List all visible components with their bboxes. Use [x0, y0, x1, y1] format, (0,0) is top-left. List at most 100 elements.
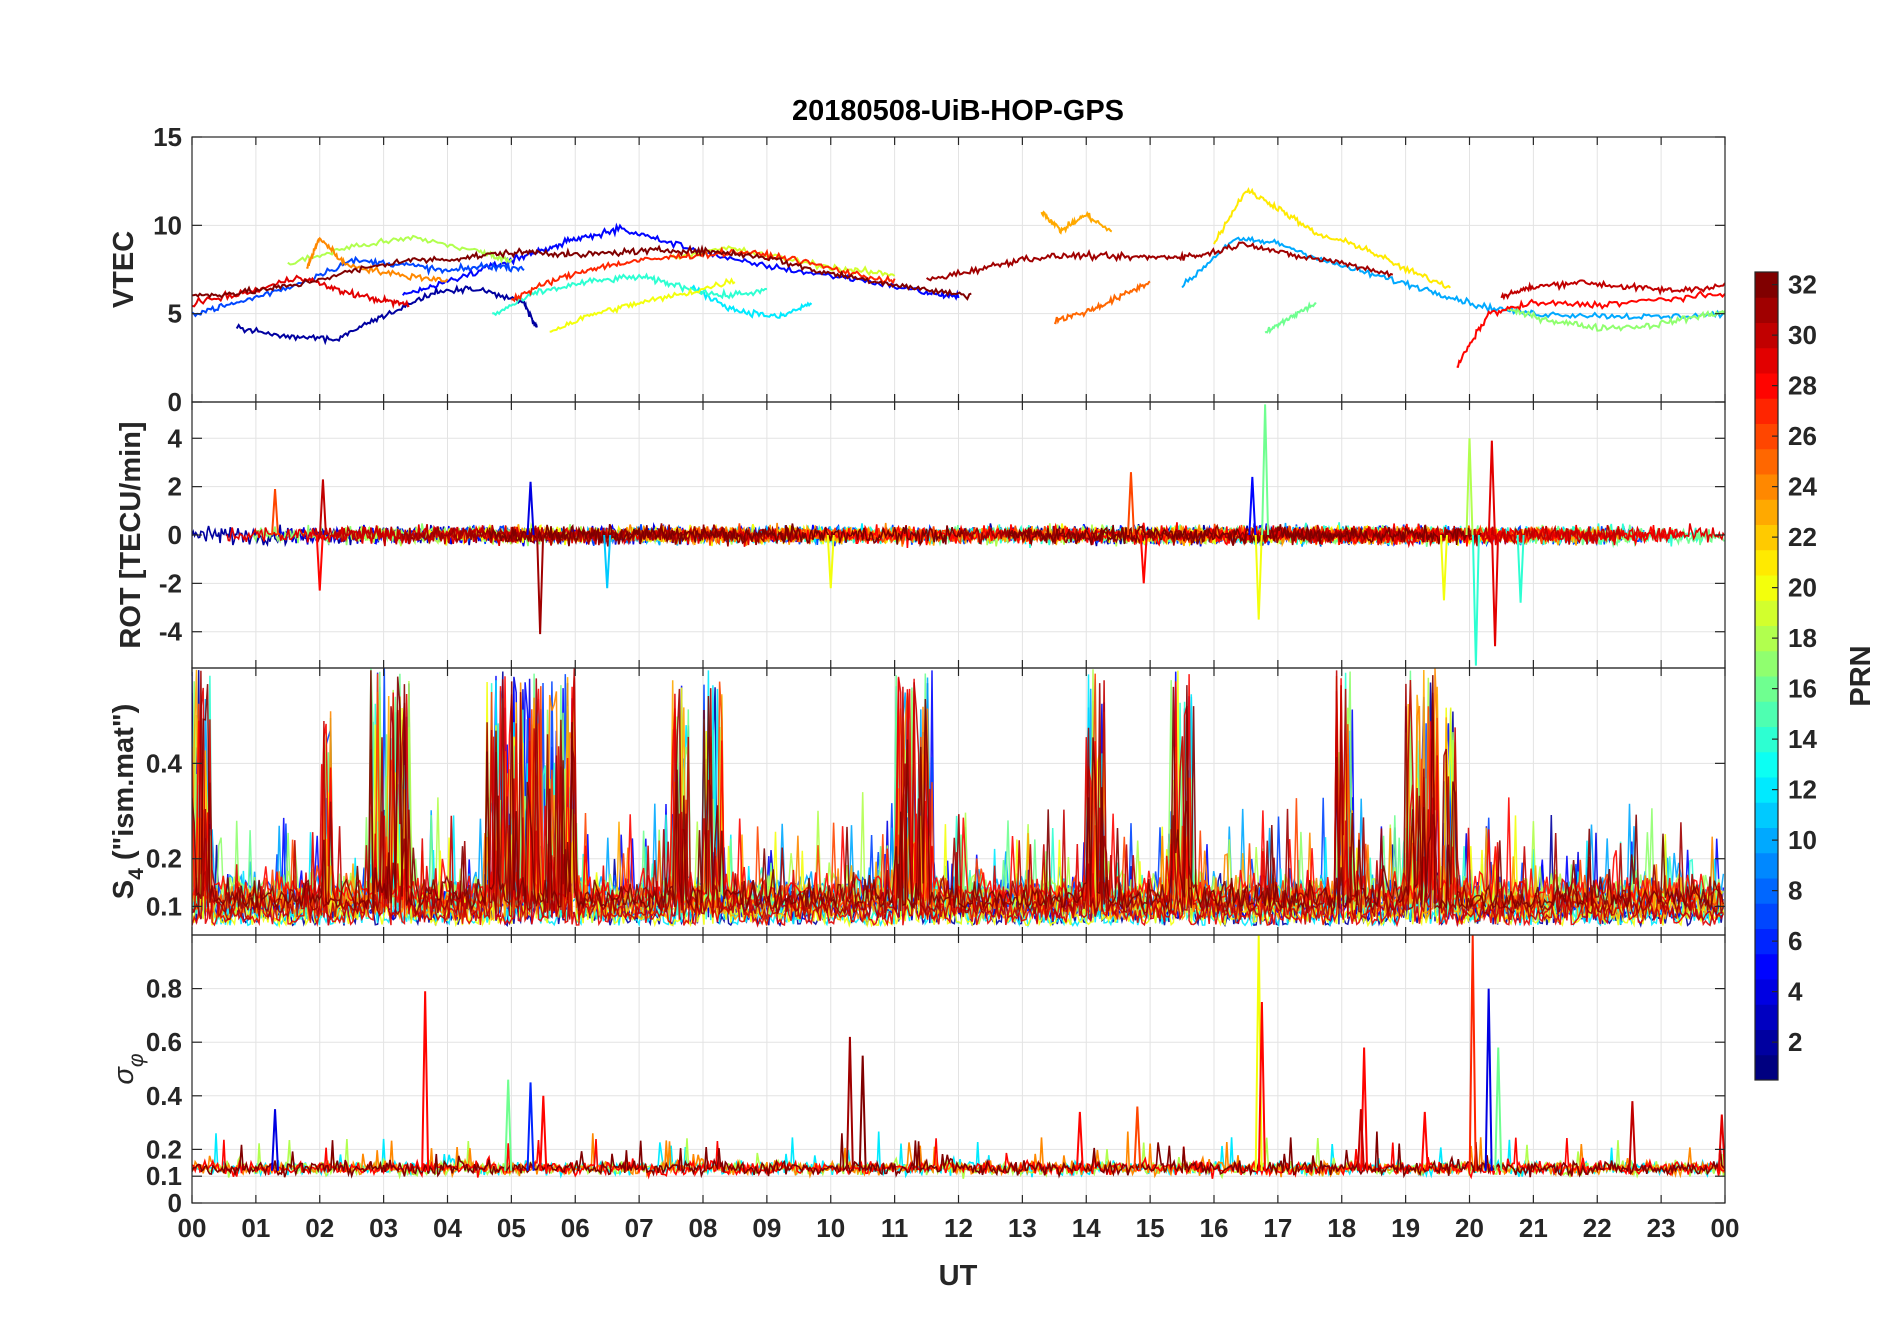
rot-spike [318, 479, 327, 536]
sigma_phi-y-tick-label: 0.2 [146, 1134, 182, 1164]
sigma-spike [1468, 935, 1477, 1171]
vtec-line-prn-20 [549, 277, 736, 333]
sigma-spike [1484, 988, 1493, 1171]
x-tick-label: 19 [1391, 1213, 1420, 1243]
rot-spike [1471, 534, 1480, 666]
colorbar-frame [1754, 271, 1779, 1081]
sigma_phi-y-tick-label: 0.1 [146, 1161, 182, 1191]
x-tick-label: 17 [1263, 1213, 1292, 1243]
x-tick-label: 11 [881, 1213, 909, 1243]
x-tick-label: 00 [178, 1213, 207, 1243]
colorbar-segment [1755, 549, 1778, 576]
x-tick-label: 10 [816, 1213, 845, 1243]
sigma_phi-y-axis-label: σφ [108, 1053, 148, 1085]
x-tick-label: 03 [369, 1213, 398, 1243]
vtec-data [192, 186, 1725, 368]
sigma-spike [845, 1036, 854, 1171]
vtec-line-prn-31 [926, 241, 1394, 282]
colorbar-tick-label: 4 [1788, 977, 1803, 1007]
colorbar-tick-label: 8 [1788, 876, 1802, 906]
sigma-spike [1420, 1111, 1429, 1171]
x-tick-label: 02 [305, 1213, 334, 1243]
sigma-spike [539, 1095, 548, 1171]
vtec-line-prn-32 [192, 244, 972, 301]
x-tick-label: 20 [1455, 1213, 1484, 1243]
colorbar-tick-label: 24 [1788, 472, 1817, 502]
sigma-spike [1360, 1047, 1369, 1171]
colorbar-tick-label: 12 [1788, 775, 1817, 805]
colorbar-segment [1755, 499, 1778, 525]
x-tick-label: 09 [752, 1213, 781, 1243]
rot-line-prn-32 [488, 523, 1482, 547]
sigma-spike [1075, 1111, 1084, 1171]
chart-title: 20180508-UiB-HOP-GPS [792, 95, 1124, 127]
vtec-line-prn-25 [1054, 280, 1151, 325]
colorbar-tick-label: 10 [1788, 825, 1817, 855]
colorbar-tick-label: 26 [1788, 421, 1817, 451]
sigma-spike [1356, 1109, 1365, 1171]
colorbar-segment [1755, 979, 1778, 1005]
sigma-spike [1494, 1047, 1503, 1171]
rot-spike [603, 534, 612, 589]
colorbar-tick-label: 30 [1788, 320, 1817, 350]
colorbar-tick-label: 28 [1788, 371, 1817, 401]
colorbar-segment [1755, 1054, 1778, 1081]
colorbar-tick-label: 20 [1788, 573, 1817, 603]
rot-y-tick-label: -4 [159, 617, 183, 647]
vtec-line-prn-28 [1456, 290, 1725, 368]
sigma-spike [858, 1055, 867, 1171]
vtec-line-prn-27 [510, 246, 896, 303]
colorbar-segment [1755, 928, 1778, 955]
colorbar-segment [1755, 953, 1778, 980]
rot-spike [1254, 534, 1263, 620]
colorbar-segment [1755, 777, 1778, 803]
vtec-line-prn-5 [401, 222, 960, 301]
colorbar-tick-label: 2 [1788, 1027, 1802, 1057]
colorbar-segment [1755, 701, 1778, 727]
panel-rot: -4 -2 0 2 4 ROT [TECU/min] [115, 401, 1726, 669]
colorbar-segment [1755, 726, 1778, 753]
rot-spike [536, 534, 545, 635]
panel-vtec: 0 5 10 15 VTEC [108, 122, 1726, 417]
colorbar-segment [1755, 802, 1778, 828]
colorbar-segment [1755, 448, 1778, 475]
colorbar-segment [1755, 272, 1778, 298]
sigma-line-prn-18 [192, 1137, 1725, 1180]
rot-spike [526, 481, 535, 536]
sigma_phi-y-tick-label: 0.4 [146, 1081, 183, 1111]
s4-y-tick-label: 0.1 [146, 891, 182, 921]
vtec-line-prn-14 [492, 272, 768, 317]
vtec-line-prn-10 [1181, 235, 1725, 321]
vtec-line-prn-21 [1213, 186, 1452, 290]
x-tick-label: 22 [1583, 1213, 1612, 1243]
x-tick-label: 06 [561, 1213, 590, 1243]
colorbar-label: PRN [1845, 645, 1877, 706]
rot-spike [1139, 534, 1148, 584]
s4-line-prn-31 [192, 670, 1725, 917]
vtec-y-tick-label: 0 [168, 387, 182, 417]
s4-data [192, 668, 1725, 929]
panel-sigma_phi: 00.10.2 0.4 0.6 0.8 σφ 00 01 02 03 04 05 06 07 08 09 10… [108, 934, 1739, 1243]
rot-y-tick-label: 0 [168, 520, 182, 550]
sigma_phi-y-tick-label: 0.8 [146, 974, 182, 1004]
vtec-y-axis-label: VTEC [108, 231, 140, 308]
sigma-spike [271, 1109, 280, 1171]
sigma-spike [1257, 1001, 1266, 1171]
colorbar-segment [1755, 827, 1778, 854]
colorbar-segment [1755, 398, 1778, 424]
colorbar-segment [1755, 474, 1778, 500]
sigma_phi-y-tick-label: 0.6 [146, 1027, 182, 1057]
colorbar-segment [1755, 347, 1778, 374]
vtec-y-tick-label: 5 [168, 299, 182, 329]
s4-y-tick-label: 0.2 [146, 844, 182, 874]
panel-s4: 0.1 0.2 0.4S4 ("ism.mat") [108, 667, 1726, 936]
x-tick-label: 13 [1008, 1213, 1037, 1243]
vtec-line-prn-30 [1500, 279, 1725, 301]
rot-spike [1487, 440, 1496, 536]
vtec-line-prn-24 [306, 236, 449, 283]
colorbar-tick-label: 14 [1788, 724, 1817, 754]
colorbar-segment [1755, 903, 1778, 929]
s4-y-tick-label: 0.4 [146, 748, 183, 778]
